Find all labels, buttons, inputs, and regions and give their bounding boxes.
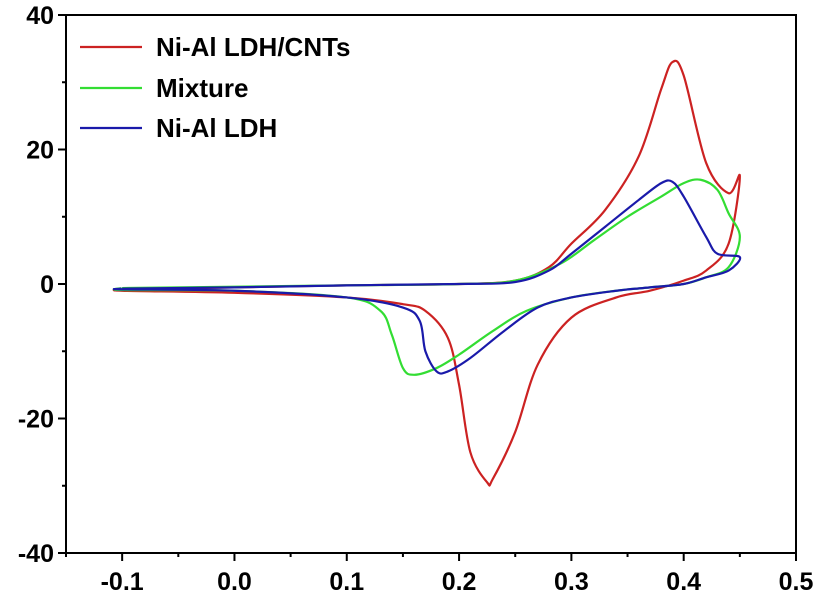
x-tick-label: 0.3 [554, 568, 589, 596]
y-tick-label: 20 [26, 137, 54, 165]
x-tick-label: 0.5 [779, 568, 814, 596]
y-tick-label: -20 [18, 406, 54, 434]
x-tick-label: 0.2 [442, 568, 477, 596]
series-layer [112, 59, 742, 487]
x-tick-label: -0.1 [101, 568, 144, 596]
series-line-mixture [112, 178, 741, 376]
x-tick-label: 0.1 [329, 568, 364, 596]
y-tick-label: 0 [40, 271, 54, 299]
legend-label-ni-al-ldh: Ni-Al LDH [156, 113, 277, 143]
legend-label-ni-al-ldh-cnts: Ni-Al LDH/CNTs [156, 32, 351, 62]
legend: Ni-Al LDH/CNTs Mixture Ni-Al LDH [80, 32, 351, 143]
y-tick-label: -40 [18, 540, 54, 568]
series-line-ni-al-ldh [112, 179, 742, 375]
legend-label-mixture: Mixture [156, 73, 248, 103]
x-tick-label: 0.0 [217, 568, 252, 596]
tick-layer: -0.1 0.0 0.1 0.2 0.3 0.4 0.5 -40 -20 0 20 40 [18, 2, 814, 596]
x-tick-label: 0.4 [666, 568, 701, 596]
series-line-ni-al-ldh-cnts [112, 59, 741, 487]
y-tick-label: 40 [26, 2, 54, 30]
